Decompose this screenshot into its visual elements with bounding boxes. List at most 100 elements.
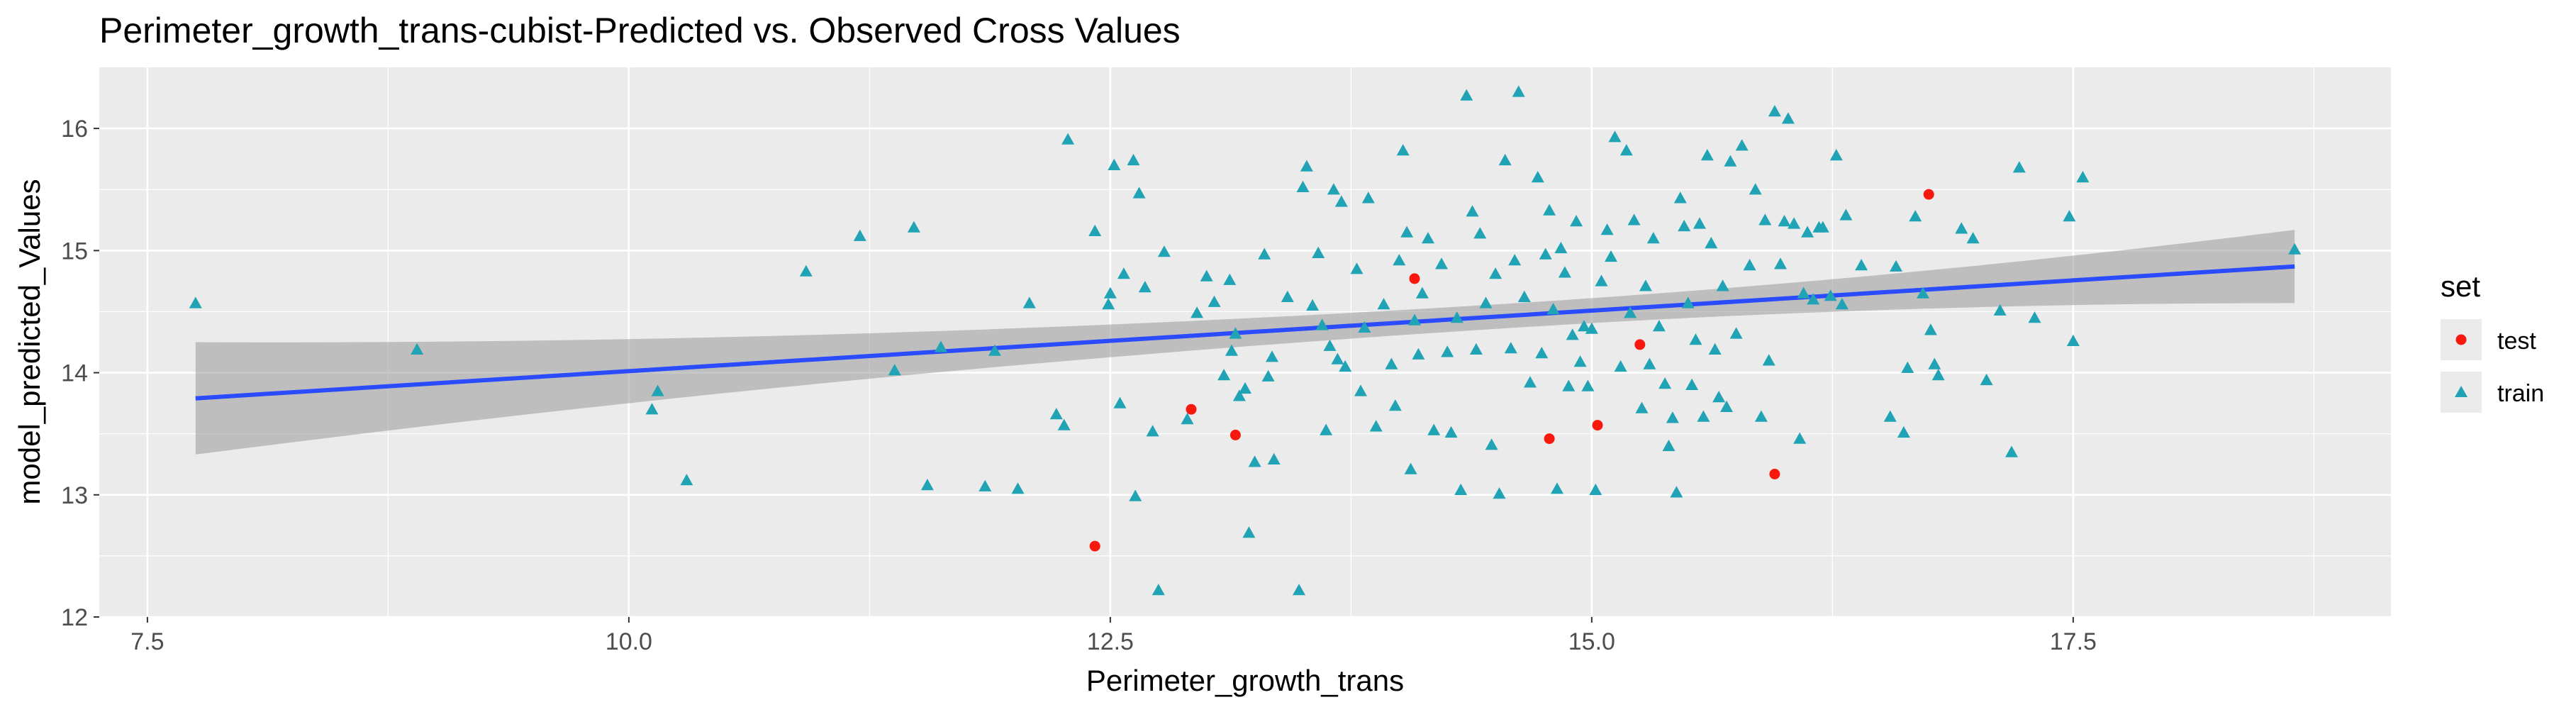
point-train: [1643, 357, 1656, 369]
x-axis: 7.5 10.0 12.5 15.0 17.5: [130, 617, 2097, 655]
point-train: [1152, 584, 1165, 596]
point-train: [1705, 237, 1718, 249]
point-train: [1493, 487, 1506, 499]
x-tick-label: 10.0: [606, 628, 652, 655]
point-train: [1427, 423, 1441, 435]
point-train: [1901, 361, 1914, 373]
point-train: [1614, 360, 1627, 372]
point-train: [1605, 250, 1617, 262]
point-train: [1570, 215, 1583, 227]
point-train: [1807, 293, 1820, 305]
point-train: [1924, 323, 1937, 335]
point-train: [1208, 295, 1221, 307]
point-train: [1022, 296, 1036, 308]
x-tick-label: 12.5: [1087, 628, 1134, 655]
point-train: [1531, 171, 1544, 183]
point-train: [1485, 438, 1498, 450]
point-train: [1239, 382, 1251, 394]
point-train: [1539, 247, 1552, 260]
point-train: [1327, 183, 1340, 195]
point-train: [1535, 347, 1549, 359]
point-train: [1223, 273, 1237, 285]
point-train: [1600, 223, 1614, 235]
x-axis-title: Perimeter_growth_trans: [1086, 664, 1404, 697]
point-train: [1508, 254, 1522, 266]
y-tick-label: 13: [61, 482, 88, 509]
point-train: [1225, 344, 1238, 356]
point-train: [1673, 191, 1687, 204]
point-train: [1693, 217, 1706, 229]
point-train: [1624, 306, 1637, 318]
point-train: [1735, 139, 1749, 151]
point-test: [1544, 433, 1555, 445]
point-train: [1512, 85, 1525, 97]
legend-label-test: test: [2497, 328, 2536, 355]
point-train: [1350, 262, 1364, 274]
point-train: [1217, 369, 1231, 381]
point-train: [1489, 267, 1502, 279]
point-train: [2288, 243, 2302, 255]
point-train: [978, 479, 992, 491]
point-train: [645, 403, 659, 415]
point-train: [920, 479, 934, 491]
point-train: [1408, 313, 1421, 326]
point-train: [1181, 413, 1194, 425]
point-train: [1778, 215, 1791, 227]
point-train: [1749, 183, 1762, 195]
point-train: [1646, 232, 1660, 244]
point-train: [1754, 410, 1768, 422]
point-train: [1267, 452, 1281, 465]
legend-key-train: [2455, 386, 2468, 397]
point-train: [1306, 299, 1320, 311]
point-train: [907, 221, 920, 233]
point-train: [1662, 439, 1675, 452]
legend-title: set: [2441, 269, 2480, 303]
point-train: [1724, 155, 1737, 167]
point-train: [2076, 171, 2090, 183]
point-train: [1517, 290, 1531, 302]
point-train: [1385, 357, 1398, 369]
point-train: [1400, 226, 1414, 238]
point-train: [1689, 333, 1702, 345]
point-train: [1635, 401, 1649, 413]
point-train: [1685, 378, 1699, 390]
point-train: [1758, 213, 1772, 226]
point-train: [1339, 360, 1352, 372]
point-train: [1435, 257, 1448, 269]
point-train: [1743, 259, 1756, 271]
point-train: [1415, 287, 1429, 299]
point-train: [1450, 311, 1463, 323]
point-train: [1589, 483, 1602, 496]
point-train: [2063, 210, 2076, 222]
point-train: [853, 229, 866, 241]
point-train: [1697, 410, 1710, 422]
point-train: [1444, 425, 1458, 438]
point-train: [1931, 369, 1945, 381]
point-train: [1678, 219, 1691, 232]
point-train: [1768, 105, 1781, 117]
point-train: [1460, 89, 1473, 101]
point-train: [189, 296, 202, 308]
point-train: [1546, 303, 1560, 315]
point-train: [1708, 343, 1722, 355]
point-train: [1061, 133, 1075, 145]
point-train: [1011, 482, 1025, 494]
point-train: [1993, 304, 2007, 316]
point-train: [1716, 279, 1729, 291]
point-train: [1774, 257, 1787, 269]
point-train: [2012, 161, 2026, 173]
point-train: [1049, 408, 1063, 420]
point-train: [1331, 352, 1344, 365]
point-train: [1138, 281, 1152, 293]
point-train: [1320, 423, 1333, 435]
point-train: [1129, 489, 1142, 501]
point-train: [1955, 222, 1968, 234]
point-train: [1473, 227, 1487, 239]
point-train: [1412, 347, 1425, 360]
point-train: [1670, 486, 1683, 498]
point-test: [1592, 420, 1603, 431]
point-train: [1855, 259, 1868, 271]
point-train: [1524, 376, 1537, 388]
point-train: [1797, 287, 1810, 299]
